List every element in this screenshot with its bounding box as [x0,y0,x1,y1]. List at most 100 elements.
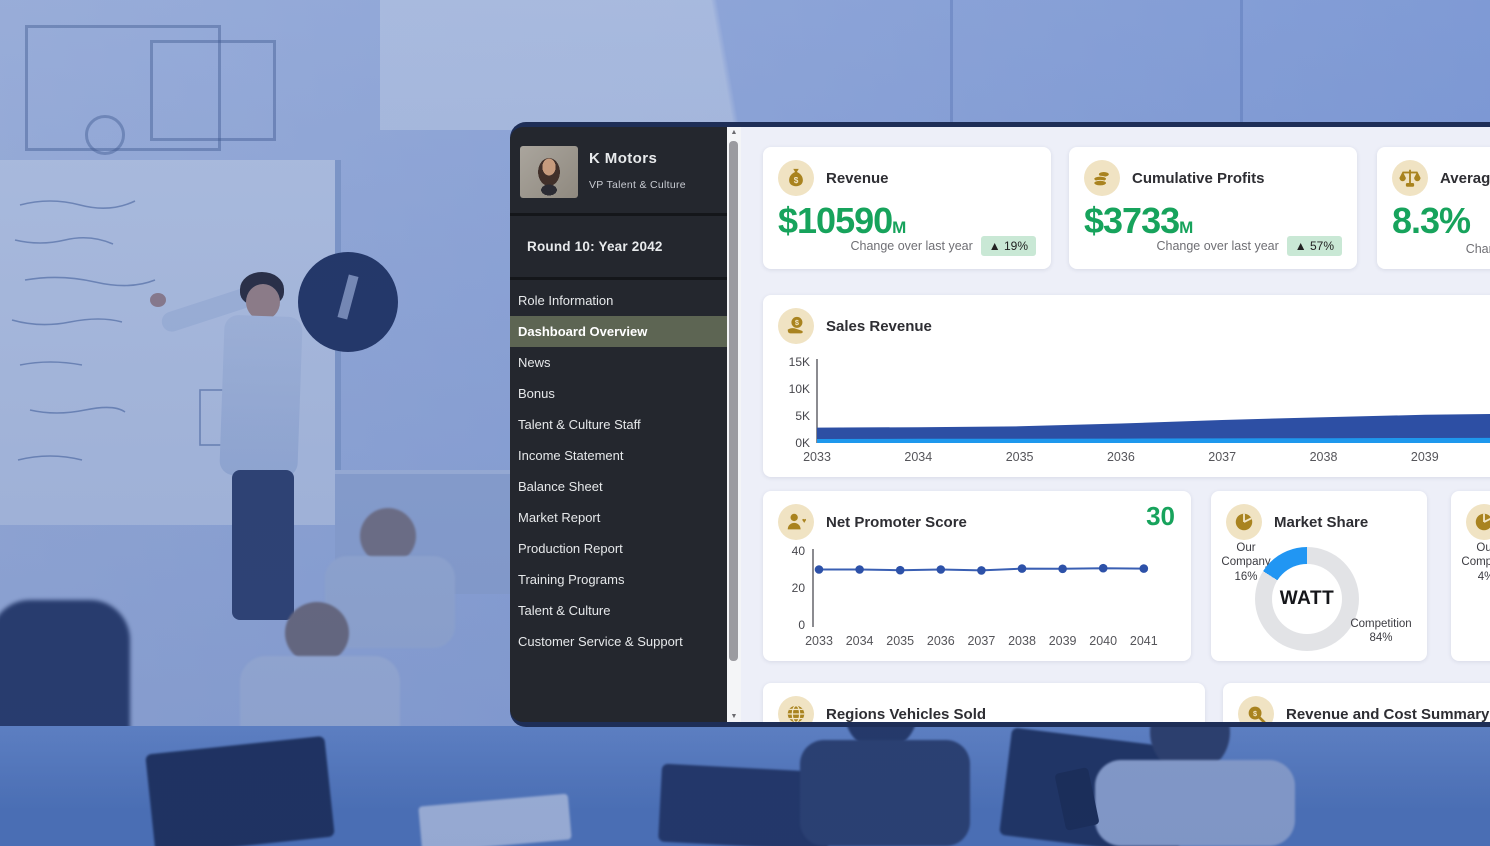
kpi-card-revenue: $ Revenue $10590M Change over last year … [763,147,1051,269]
svg-text:2033: 2033 [805,634,833,648]
company-name: K Motors [589,150,658,167]
pie-chart-icon [1466,504,1490,540]
round-banner: Round 10: Year 2042 [527,239,663,254]
svg-text:2034: 2034 [846,634,874,648]
svg-text:2036: 2036 [927,634,955,648]
kpi-change-badge: ▲ 57% [1286,236,1342,256]
svg-text:5K: 5K [795,409,810,423]
svg-text:$: $ [795,318,799,327]
scales-icon [1392,160,1428,196]
svg-text:2039: 2039 [1411,450,1439,464]
sidebar-item-balance-sheet[interactable]: Balance Sheet [518,479,603,494]
regions-vehicles-sold-card: Regions Vehicles Sold [763,683,1205,722]
divider [510,213,727,216]
svg-text:2035: 2035 [1006,450,1034,464]
dashboard-main: $ Revenue $10590M Change over last year … [741,127,1490,722]
donut-label-our-company: Our Company4% [1461,542,1490,583]
wall-sketch-frame [25,25,221,151]
sidebar-item-news[interactable]: News [518,355,551,370]
svg-text:2036: 2036 [1107,450,1135,464]
audience-shoulders [1095,760,1295,846]
kpi-title: Revenue [826,169,889,187]
market-share-card-partial: Our Company4% [1451,491,1490,661]
wall-seam [950,0,953,122]
profile-block: K Motors VP Talent & Culture [510,127,727,213]
divider [510,277,727,280]
kpi-change-badge: ▲ 19% [980,236,1036,256]
kpi-change-label: Change over last year [850,239,973,253]
vertical-scrollbar[interactable]: ▲ ▼ [727,127,741,722]
sidebar-item-bonus[interactable]: Bonus [518,386,555,401]
svg-text:2035: 2035 [886,634,914,648]
donut-label-our-company: Our Company 16% [1221,542,1271,583]
svg-text:2040: 2040 [1089,634,1117,648]
sidebar-item-production-report[interactable]: Production Report [518,541,623,556]
svg-text:$: $ [1253,709,1257,718]
kpi-card-average: Average P 8.3% Change over last year [1377,147,1490,269]
sidebar-item-talent-culture[interactable]: Talent & Culture [518,603,611,618]
presenter-legs [232,470,294,620]
svg-text:♥: ♥ [802,516,806,525]
sidebar-item-dashboard-overview[interactable]: Dashboard Overview [510,316,727,347]
svg-text:$: $ [794,176,799,185]
kpi-value: $3733 [1084,200,1180,241]
svg-text:0K: 0K [795,436,810,450]
sidebar-item-income-statement[interactable]: Income Statement [518,448,624,463]
person-heart-icon: ♥ [778,504,814,540]
nps-current-value: 30 [1146,501,1175,531]
market-share-card: Market Share Our Company 16% WATT Competi… [1211,491,1427,661]
market-share-donut: WATT [1255,547,1359,651]
sidebar-item-market-report[interactable]: Market Report [518,510,601,525]
svg-text:2037: 2037 [967,634,995,648]
svg-text:20: 20 [792,581,806,595]
sidebar-item-role-information[interactable]: Role Information [518,293,614,308]
svg-text:2037: 2037 [1208,450,1236,464]
sidebar-item-talent-culture-staff[interactable]: Talent & Culture Staff [518,417,641,432]
audience-head [360,508,416,564]
sidebar-menu: Role Information Dashboard Overview News Bo… [510,280,727,657]
sidebar-item-training-programs[interactable]: Training Programs [518,572,625,587]
svg-text:40: 40 [792,544,806,558]
wall-sketch-frame [150,40,276,141]
wall-seam [1240,0,1243,122]
svg-text:2039: 2039 [1049,634,1077,648]
scrollbar-thumb[interactable] [729,141,738,661]
svg-text:2038: 2038 [1008,634,1036,648]
svg-text:2041: 2041 [1130,634,1158,648]
scrollbar-down-arrow-icon[interactable]: ▼ [730,713,738,720]
presenter-hand [150,293,166,307]
card-title: Revenue and Cost Summary [1286,705,1490,723]
kpi-value: $10590 [778,200,893,241]
avatar [520,146,578,198]
audience-shoulders [800,740,970,846]
kpi-title: Cumulative Profits [1132,169,1265,187]
presenter-face [246,284,280,320]
sales-revenue-card: $ Sales Revenue 0K 5K 10K 15K 2033 2034 2035 2… [763,295,1490,477]
card-title: Regions Vehicles Sold [826,705,987,723]
svg-text:0: 0 [798,618,805,632]
kpi-change-label: Change over last year [1156,239,1279,253]
svg-text:10K: 10K [789,382,810,396]
nps-card: ♥ Net Promoter Score 30 0 20 40 2033 2034 20… [763,491,1191,661]
sidebar: K Motors VP Talent & Culture Round 10: Y… [510,127,727,722]
svg-text:2034: 2034 [904,450,932,464]
money-bag-icon: $ [778,160,814,196]
kpi-title: Average P [1440,169,1490,187]
pie-chart-icon [1226,504,1262,540]
svg-text:2033: 2033 [803,450,831,464]
scrollbar-up-arrow-icon[interactable]: ▲ [730,129,738,136]
kpi-change-label: Change over last year [1465,242,1490,256]
card-title: Sales Revenue [826,317,932,335]
nps-chart: 0 20 40 2033 2034 2035 2036 2037 2038 2039 2040 20… [775,537,1175,654]
kpi-value-suffix: M [1179,218,1194,237]
globe-icon [778,696,814,722]
sidebar-item-customer-service-support[interactable]: Customer Service & Support [518,634,683,649]
dashboard-panel: K Motors VP Talent & Culture Round 10: Y… [510,122,1490,727]
kpi-card-cumulative-profits: Cumulative Profits $3733M Change over la… [1069,147,1357,269]
wall-sketch-circle [85,115,125,155]
donut-label-competition: Competition 84% [1350,618,1412,645]
card-title: Market Share [1274,513,1369,531]
svg-text:2038: 2038 [1310,450,1338,464]
card-title: Net Promoter Score [826,513,967,531]
